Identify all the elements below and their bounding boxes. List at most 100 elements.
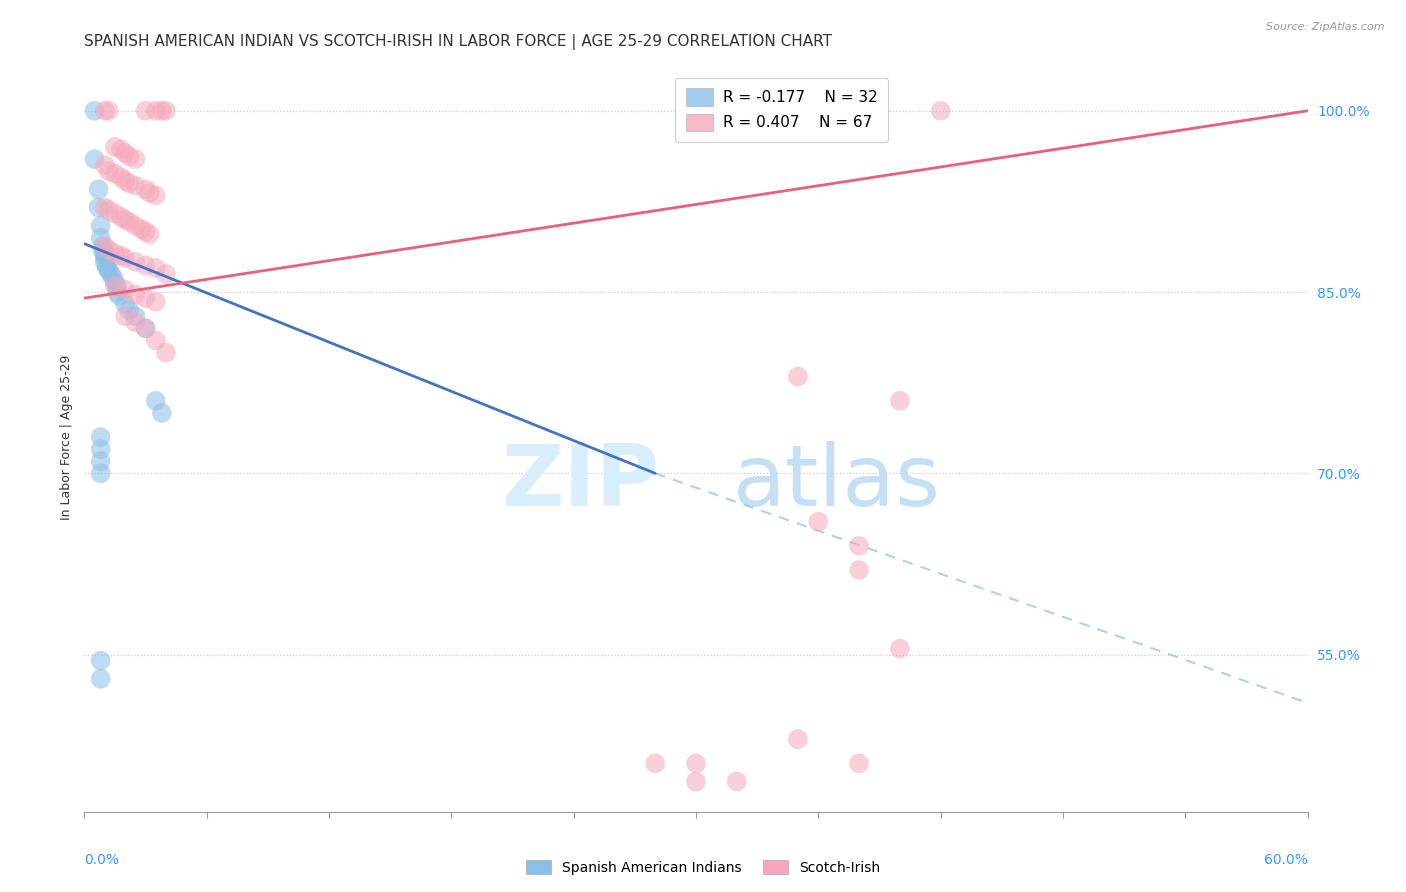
Point [135, 225, 157, 239]
Point [124, 315, 146, 329]
Text: SPANISH AMERICAN INDIAN VS SCOTCH-IRISH IN LABOR FORCE | AGE 25-29 CORRELATION C: SPANISH AMERICAN INDIAN VS SCOTCH-IRISH … [84, 34, 832, 50]
Point [90, 654, 112, 668]
Point [90, 442, 112, 457]
Point [90, 430, 112, 444]
Point [644, 756, 666, 771]
Point [889, 641, 911, 656]
Point [135, 321, 157, 335]
Point [114, 174, 136, 188]
Point [110, 249, 132, 263]
Text: atlas: atlas [733, 441, 941, 524]
Legend: R = -0.177    N = 32, R = 0.407    N = 67: R = -0.177 N = 32, R = 0.407 N = 67 [675, 78, 889, 142]
Point [135, 182, 157, 196]
Point [114, 297, 136, 311]
Point [889, 393, 911, 408]
Text: 60.0%: 60.0% [1264, 853, 1308, 867]
Point [93, 158, 115, 172]
Point [100, 267, 122, 281]
Point [91, 244, 114, 258]
Point [96, 260, 118, 275]
Point [97, 263, 120, 277]
Point [145, 393, 167, 408]
Point [155, 267, 177, 281]
Point [848, 563, 870, 577]
Point [138, 227, 160, 241]
Point [145, 188, 167, 202]
Point [97, 243, 120, 257]
Point [93, 239, 115, 253]
Point [93, 201, 115, 215]
Point [135, 321, 157, 335]
Point [135, 103, 157, 118]
Text: ZIP: ZIP [502, 441, 659, 524]
Point [150, 103, 173, 118]
Point [131, 222, 153, 236]
Point [110, 143, 132, 157]
Point [118, 150, 141, 164]
Point [114, 310, 136, 324]
Point [97, 202, 120, 217]
Point [135, 291, 157, 305]
Point [124, 219, 146, 233]
Text: Source: ZipAtlas.com: Source: ZipAtlas.com [1267, 22, 1385, 32]
Point [87, 182, 110, 196]
Legend: Spanish American Indians, Scotch-Irish: Spanish American Indians, Scotch-Irish [520, 855, 886, 880]
Point [145, 260, 167, 275]
Point [118, 215, 141, 229]
Y-axis label: In Labor Force | Age 25-29: In Labor Force | Age 25-29 [60, 354, 73, 520]
Point [96, 259, 118, 273]
Point [93, 251, 115, 265]
Point [93, 255, 115, 269]
Point [848, 756, 870, 771]
Point [138, 186, 160, 200]
Point [135, 259, 157, 273]
Text: 0.0%: 0.0% [84, 853, 120, 867]
Point [124, 152, 146, 166]
Point [725, 774, 748, 789]
Point [90, 219, 112, 233]
Point [90, 230, 112, 244]
Point [104, 206, 127, 220]
Point [90, 454, 112, 468]
Point [685, 756, 707, 771]
Point [114, 212, 136, 227]
Point [114, 283, 136, 297]
Point [787, 732, 810, 747]
Point [108, 288, 131, 302]
Point [83, 152, 105, 166]
Point [155, 345, 177, 359]
Point [145, 294, 167, 309]
Point [145, 103, 167, 118]
Point [118, 303, 141, 318]
Point [90, 467, 112, 481]
Point [105, 285, 128, 299]
Point [848, 103, 870, 118]
Point [93, 247, 115, 261]
Point [105, 279, 128, 293]
Point [104, 167, 127, 181]
Point [118, 176, 141, 190]
Point [114, 251, 136, 265]
Point [83, 103, 105, 118]
Point [124, 255, 146, 269]
Point [90, 672, 112, 686]
Point [110, 210, 132, 224]
Point [145, 334, 167, 348]
Point [97, 103, 120, 118]
Point [848, 539, 870, 553]
Point [124, 178, 146, 193]
Point [685, 774, 707, 789]
Point [104, 279, 127, 293]
Point [101, 270, 124, 285]
Point [114, 146, 136, 161]
Point [787, 369, 810, 384]
Point [87, 201, 110, 215]
Point [929, 103, 952, 118]
Point [807, 515, 830, 529]
Point [110, 170, 132, 185]
Point [91, 239, 114, 253]
Point [124, 287, 146, 301]
Point [104, 276, 127, 290]
Point [124, 310, 146, 324]
Point [93, 103, 115, 118]
